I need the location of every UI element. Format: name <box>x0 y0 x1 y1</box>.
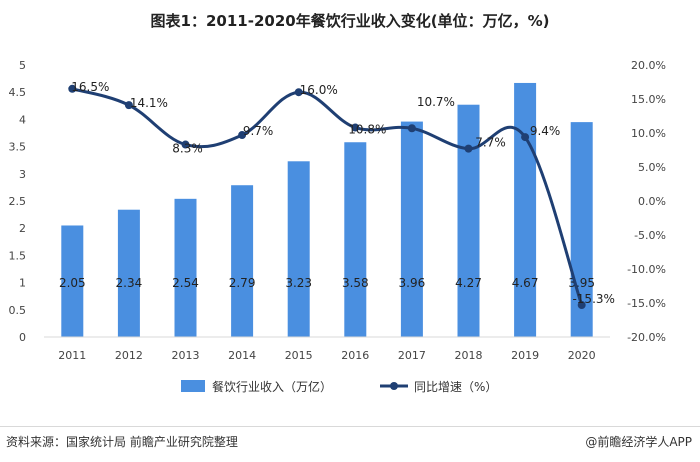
bar-value-label: 2.34 <box>116 276 143 290</box>
bar <box>117 209 140 337</box>
bar-value-label: 3.58 <box>342 276 369 290</box>
right-tick-label: -20.0% <box>627 331 666 344</box>
line-value-label: 8.3% <box>172 142 203 156</box>
bar <box>514 82 537 338</box>
x-tick-label: 2020 <box>568 349 596 362</box>
legend-label-bar: 餐饮行业收入（万亿） <box>212 379 332 394</box>
right-tick-label: 10.0% <box>631 127 666 140</box>
right-tick-label: -15.0% <box>627 297 666 310</box>
credit-note: @前瞻经济学人APP <box>585 435 692 449</box>
line-value-label: 14.1% <box>130 96 168 110</box>
line-value-label: 9.4% <box>530 124 561 138</box>
line-point <box>68 84 77 93</box>
growth-line <box>71 87 584 306</box>
left-tick-label: 1 <box>19 277 26 290</box>
bar <box>174 198 197 337</box>
x-tick-label: 2012 <box>115 349 143 362</box>
left-tick-label: 1.5 <box>9 249 27 262</box>
left-tick-label: 5 <box>19 59 26 72</box>
bar-value-label: 2.05 <box>59 276 86 290</box>
bar-labels: 2.05 2.34 2.54 2.79 3.23 3.58 3.96 4.27 4.67 3.95 <box>59 276 595 290</box>
line-point <box>407 124 416 133</box>
line-value-label: 7.7% <box>475 136 506 150</box>
bar <box>457 104 480 337</box>
legend-label-line: 同比增速（%） <box>414 380 497 394</box>
x-tick-label: 2014 <box>228 349 256 362</box>
footer-divider <box>0 426 700 427</box>
line-labels: 16.5% 14.1% 8.3% 9.7% 16.0% 10.8% 10.7% 7.7% 9.4… <box>71 80 615 306</box>
line-point <box>464 144 473 153</box>
chart-legend: 餐饮行业收入（万亿） 同比增速（%） <box>181 379 497 394</box>
combo-chart: 0 0.5 1 1.5 2 2.5 3 3.5 4 4.5 5 -20.0% -15.0% -10.0%… <box>9 59 667 394</box>
bar <box>61 225 84 337</box>
line-point <box>521 133 530 142</box>
right-tick-label: -10.0% <box>627 263 666 276</box>
line-value-label: 9.7% <box>243 124 274 138</box>
x-axis: 2011 2012 2013 2014 2015 2016 2017 2018 2019 2020 <box>44 336 610 362</box>
bar-value-label: 2.54 <box>172 276 199 290</box>
left-tick-label: 4.5 <box>9 86 27 99</box>
bar-value-label: 2.79 <box>229 276 256 290</box>
legend-swatch-marker <box>390 382 398 390</box>
left-tick-label: 4 <box>19 113 26 126</box>
left-tick-label: 0.5 <box>9 304 27 317</box>
x-tick-label: 2011 <box>58 349 86 362</box>
x-tick-label: 2017 <box>398 349 426 362</box>
bar-value-label: 3.96 <box>399 276 426 290</box>
bar <box>344 142 367 337</box>
bar-value-label: 4.67 <box>512 276 539 290</box>
right-tick-label: 5.0% <box>638 161 666 174</box>
left-tick-label: 3.5 <box>9 141 27 154</box>
x-tick-label: 2018 <box>455 349 483 362</box>
left-axis: 0 0.5 1 1.5 2 2.5 3 3.5 4 4.5 5 <box>9 59 27 344</box>
right-tick-label: 20.0% <box>631 59 666 72</box>
x-tick-label: 2019 <box>511 349 539 362</box>
line-point <box>181 140 190 149</box>
bar <box>231 185 254 337</box>
line-value-label: 10.7% <box>417 95 455 109</box>
line-value-label: 16.0% <box>300 83 338 97</box>
left-tick-label: 3 <box>19 168 26 181</box>
x-tick-label: 2013 <box>172 349 200 362</box>
x-tick-label: 2015 <box>285 349 313 362</box>
left-tick-label: 2.5 <box>9 195 27 208</box>
line-series <box>68 84 586 310</box>
right-axis: -20.0% -15.0% -10.0% -5.0% 0.0% 5.0% 10.0% 15.0… <box>627 59 666 344</box>
bar <box>287 161 310 337</box>
line-value-label: 16.5% <box>71 80 109 94</box>
left-tick-label: 0 <box>19 331 26 344</box>
bar <box>400 121 423 338</box>
bar-value-label: 4.27 <box>455 276 482 290</box>
source-note: 资料来源：国家统计局 前瞻产业研究院整理 <box>6 435 238 449</box>
x-tick-label: 2016 <box>341 349 369 362</box>
right-tick-label: 0.0% <box>638 195 666 208</box>
right-tick-label: -5.0% <box>634 229 666 242</box>
line-point <box>294 88 303 97</box>
line-point <box>238 131 247 140</box>
right-tick-label: 15.0% <box>631 93 666 106</box>
bar-value-label: 3.23 <box>285 276 312 290</box>
line-point <box>351 123 360 132</box>
line-point <box>124 101 133 110</box>
chart-title: 图表1：2011-2020年餐饮行业收入变化(单位：万亿，%) <box>150 12 550 30</box>
bar-series <box>61 82 593 338</box>
line-point <box>577 301 586 310</box>
line-value-label: -15.3% <box>572 292 614 306</box>
line-value-label: 10.8% <box>348 123 386 137</box>
left-tick-label: 2 <box>19 222 26 235</box>
legend-swatch-bar <box>181 380 205 392</box>
